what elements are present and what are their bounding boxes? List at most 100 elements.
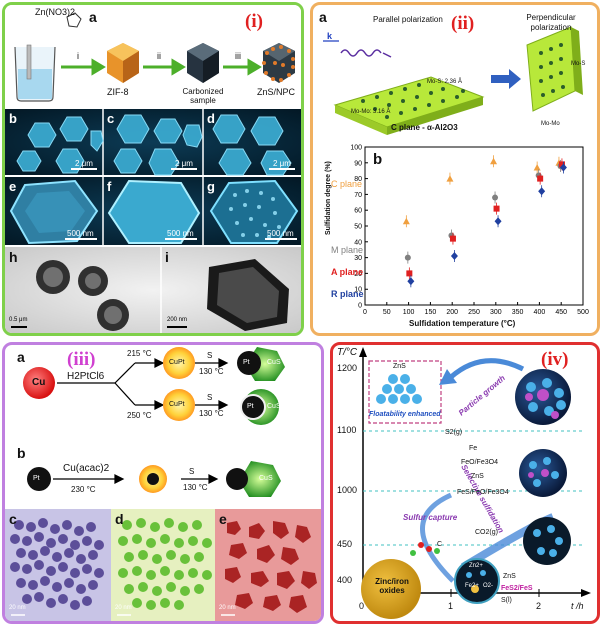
step-iii: iii (235, 51, 241, 61)
transition-arrow-icon (491, 69, 521, 89)
solution-icon (18, 69, 52, 99)
chart-frame (364, 146, 584, 306)
reagent-a-label: H2PtCl6 (67, 371, 105, 382)
ytick-400: 400 (337, 575, 353, 585)
scale-h: 0.5 μm (9, 317, 28, 323)
point-a-plane (537, 175, 544, 182)
x-tick-label: 400 (534, 309, 546, 316)
cus-b-icon (239, 461, 281, 497)
k-vector-label: k (327, 31, 333, 41)
scale-c: 2 μm (175, 159, 193, 168)
mo-s-label: Mo-S: 2.36 Å (427, 79, 463, 85)
x-tick-label: 250 (468, 309, 480, 316)
cu-particle-icon (23, 367, 55, 399)
xtick-1: 1 (448, 601, 454, 611)
panel-ii-label-a: a (319, 9, 327, 25)
zns-low-label: ZnS (503, 573, 516, 580)
cus-hi-label: CuS (267, 359, 281, 366)
y-tick-label: 50 (354, 224, 362, 231)
point-r-plane (494, 217, 502, 226)
fe2-label: Fe2+ (465, 583, 479, 589)
chart-xlabel: Sulfidation temperature (°C) (409, 319, 516, 328)
y-tick-label: 80 (354, 176, 362, 183)
panel-ii: 0 50 100 150 200 250 300 350 400 450 500 0 10 20 30 40 5… (310, 2, 600, 336)
legend-r-plane: R plane (331, 289, 364, 299)
point-m-plane (492, 194, 499, 201)
parallel-polarization-label: Parallel polarization (373, 15, 443, 24)
x-tick-label: 200 (446, 309, 458, 316)
panel-i-label-a: a (89, 9, 97, 25)
feo-label: FeO/Fe3O4 (461, 459, 498, 466)
floatability-box (368, 360, 442, 424)
point-r-plane (450, 252, 458, 261)
tem-label-e: e (219, 511, 227, 527)
y-tick-label: 70 (354, 192, 362, 199)
temp-230-label: 230 °C (71, 485, 96, 494)
sem-label-c: c (107, 111, 115, 126)
step-i: i (77, 51, 79, 61)
panel-iii-label-a: a (17, 349, 25, 365)
xtick-0: 0 (359, 601, 365, 611)
point-a-plane (449, 235, 456, 242)
s-temp-hi-label: 130 °C (199, 367, 224, 376)
temp-250-label: 250 °C (127, 411, 152, 420)
product-zns-npc: ZnS/NPC (257, 87, 296, 97)
scale-b: 2 μm (75, 159, 93, 168)
growth-arrow-icon (449, 358, 525, 379)
tem-label-i: i (165, 249, 169, 265)
reagent-b-label: Cu(acac)2 (63, 463, 110, 474)
point-c-plane (446, 175, 454, 182)
scale-f: 500 nm (167, 229, 194, 238)
point-r-plane (407, 277, 415, 286)
pt-lo-label: Pt (247, 403, 254, 410)
temp-215-label: 215 °C (127, 349, 152, 358)
pt-core-lo-icon (240, 394, 266, 420)
fes-label: FeS/FeO/Fe3O4 (457, 489, 509, 496)
cus-b-label: CuS (259, 475, 273, 482)
point-m-plane (404, 254, 411, 261)
oxide-particle-icon (361, 559, 421, 619)
sem-label-d: d (207, 111, 215, 126)
sem-label-g: g (207, 179, 215, 194)
scale-d: 2 μm (273, 159, 291, 168)
sem-label-e: e (9, 179, 17, 194)
mo-s-right-label: Mo-S (571, 61, 586, 67)
carbonized-crystal-icon (187, 43, 219, 83)
panel-i-roman: (i) (245, 11, 263, 32)
o2-label: O2- (483, 583, 494, 589)
legend-c-plane: C plane (331, 179, 363, 189)
legend-a-plane: A plane (331, 267, 364, 277)
y-tick-label: 30 (354, 255, 362, 262)
pt-core-hi-icon (237, 351, 261, 375)
x-tick-label: 450 (555, 309, 567, 316)
x-tick-label: 150 (425, 309, 437, 316)
s-temp-b-label: 130 °C (183, 483, 208, 492)
zn2-label: Zn2+ (469, 563, 483, 569)
y-tick-label: 40 (354, 239, 362, 246)
point-a-plane (406, 270, 413, 277)
s-temp-lo-label: 130 °C (199, 409, 224, 418)
scale-i: 200 nm (167, 317, 188, 323)
point-a-plane (493, 205, 500, 212)
zns-npc-crystal-icon (262, 43, 295, 83)
tem-label-d: d (115, 511, 124, 527)
s-b-label: S (189, 467, 195, 476)
panel-iv-roman: (iv) (541, 349, 569, 370)
cu-label: Cu (32, 377, 46, 388)
cupt-hi-label: CuPt (169, 359, 185, 366)
precursor-label: Zn(NO3)2 (35, 7, 76, 17)
panel-ii-roman: (ii) (451, 13, 475, 34)
tem-label-h: h (9, 249, 18, 265)
y-tick-label: 90 (354, 160, 362, 167)
pt-particle-b-icon (27, 467, 51, 491)
x-tick-label: 350 (512, 309, 524, 316)
x-tick-label: 500 (577, 309, 589, 316)
s-hi-label: S (207, 351, 213, 360)
xtick-2: 2 (536, 601, 542, 611)
scale-d3: 20 nm (115, 605, 132, 611)
particle-low-icon (523, 517, 571, 565)
zns-mid-label: ZnS (471, 473, 484, 480)
mo-mo-right-label: Mo-Mo (541, 121, 560, 127)
point-a-plane (558, 161, 565, 168)
panel-iii-roman: (iii) (67, 349, 96, 370)
